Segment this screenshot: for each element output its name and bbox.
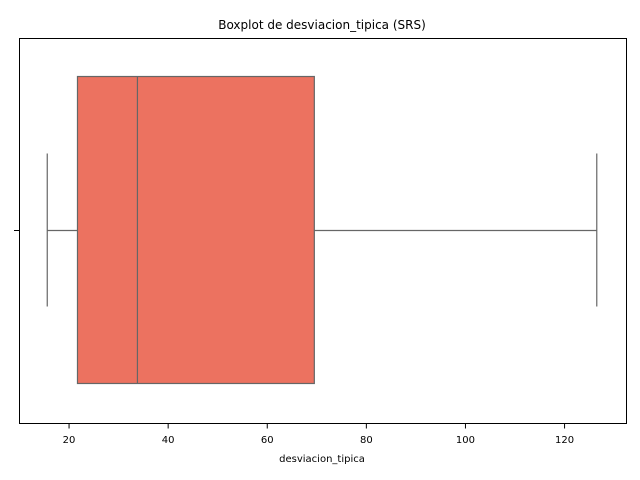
x-tick-label-120: 120 — [555, 435, 574, 446]
x-tick-label-40: 40 — [162, 435, 175, 446]
plot-marks — [46, 75, 598, 385]
x-tick-label-60: 60 — [261, 435, 274, 446]
iqr-box — [76, 75, 315, 385]
x-tick-label-20: 20 — [63, 435, 76, 446]
chart-title: Boxplot de desviacion_tipica (SRS) — [218, 18, 426, 32]
x-tick-label-80: 80 — [360, 435, 373, 446]
x-tick-label-100: 100 — [456, 435, 475, 446]
x-axis-ticks: 20 40 60 80 100 120 — [63, 423, 574, 446]
x-axis-label: desviacion_tipica — [279, 454, 365, 465]
